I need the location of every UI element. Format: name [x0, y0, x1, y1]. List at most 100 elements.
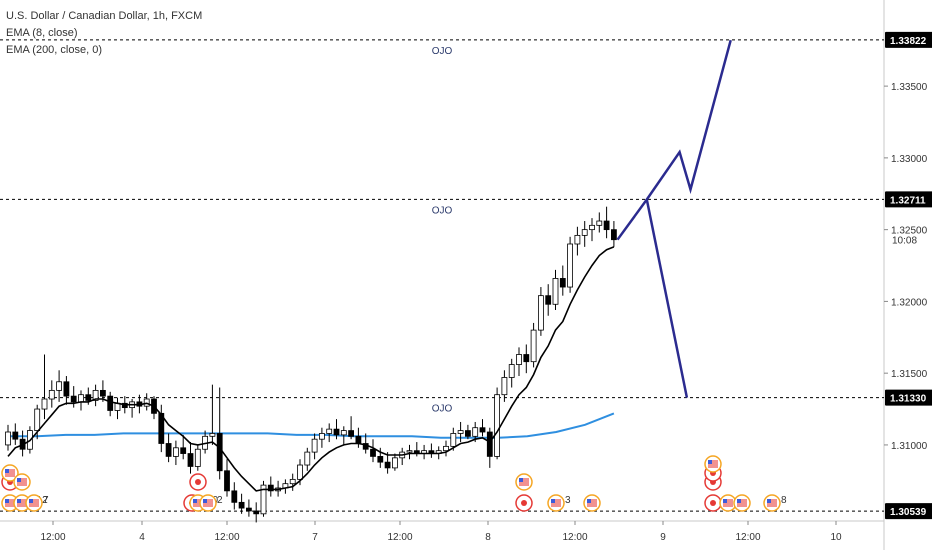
candle[interactable]: [589, 224, 595, 231]
candle[interactable]: [180, 447, 187, 454]
candle[interactable]: [187, 453, 194, 467]
candle[interactable]: [165, 443, 172, 457]
candle[interactable]: [611, 229, 617, 241]
candle[interactable]: [552, 278, 559, 305]
candle[interactable]: [559, 278, 566, 288]
candle[interactable]: [574, 234, 581, 245]
candle[interactable]: [63, 381, 70, 397]
us-flag-canton: [708, 460, 712, 464]
candle[interactable]: [377, 456, 384, 463]
candle[interactable]: [267, 484, 274, 492]
us-flag-stripes: [5, 499, 15, 507]
candle[interactable]: [516, 354, 522, 365]
candle[interactable]: [12, 431, 19, 440]
us-flag-canton: [737, 499, 741, 503]
candle[interactable]: [172, 447, 179, 457]
us-flag-canton: [17, 478, 21, 482]
candle[interactable]: [100, 389, 106, 397]
candle[interactable]: [333, 428, 340, 436]
level-price-label: 1.30539: [890, 507, 927, 518]
candle[interactable]: [231, 490, 238, 503]
candle[interactable]: [216, 433, 223, 472]
candle[interactable]: [479, 427, 486, 433]
legend-ema-fast[interactable]: EMA (8, close): [6, 27, 78, 39]
us-flag-stripes: [29, 499, 39, 507]
candle[interactable]: [384, 461, 391, 469]
x-tick-label: 12:00: [735, 532, 760, 543]
us-flag-canton: [767, 499, 771, 503]
candle[interactable]: [538, 295, 544, 331]
us-flag-stripes: [5, 469, 15, 477]
projection-down-path[interactable]: [645, 199, 689, 398]
y-tick-label: 1.33500: [891, 82, 928, 93]
candle[interactable]: [318, 433, 325, 440]
candle[interactable]: [194, 448, 201, 467]
candle[interactable]: [70, 395, 77, 403]
candle[interactable]: [596, 220, 603, 226]
candle[interactable]: [457, 430, 464, 434]
candle[interactable]: [406, 450, 413, 453]
level-price-label: 1.32711: [890, 195, 926, 206]
candle[interactable]: [78, 394, 84, 403]
legend-ema-slow[interactable]: EMA (200, close, 0): [6, 44, 102, 56]
ema-fast-line[interactable]: [7, 246, 615, 492]
candle[interactable]: [340, 430, 347, 436]
projection-up-path[interactable]: [616, 39, 732, 241]
candle[interactable]: [530, 329, 537, 363]
candle[interactable]: [311, 438, 318, 453]
x-tick-label: 12:00: [562, 532, 587, 543]
us-flag-canton: [519, 478, 523, 482]
candle[interactable]: [56, 381, 62, 391]
candle[interactable]: [245, 507, 252, 512]
candle[interactable]: [603, 220, 610, 231]
candle[interactable]: [494, 394, 501, 457]
y-tick-label: 1.31500: [891, 369, 928, 380]
legend-symbol[interactable]: U.S. Dollar / Canadian Dollar, 1h, FXCM: [6, 10, 203, 22]
candle[interactable]: [472, 427, 479, 437]
candle[interactable]: [41, 398, 48, 410]
candle[interactable]: [238, 501, 245, 509]
candle[interactable]: [107, 395, 114, 411]
candle[interactable]: [209, 433, 216, 437]
candle[interactable]: [34, 408, 41, 431]
candle[interactable]: [92, 389, 99, 401]
candle[interactable]: [224, 470, 230, 492]
candle[interactable]: [370, 448, 376, 457]
candle[interactable]: [581, 229, 588, 236]
candle[interactable]: [5, 431, 11, 446]
candle[interactable]: [297, 464, 303, 480]
level-price-label: 1.33822: [890, 36, 927, 47]
candle[interactable]: [391, 457, 398, 469]
candle[interactable]: [348, 430, 355, 437]
candle[interactable]: [567, 243, 573, 288]
candle[interactable]: [545, 295, 552, 305]
us-flag-stripes: [737, 499, 747, 507]
candle[interactable]: [464, 430, 471, 437]
candle[interactable]: [260, 484, 267, 515]
candle[interactable]: [326, 428, 333, 434]
candle[interactable]: [450, 433, 457, 447]
candle[interactable]: [443, 445, 449, 452]
event-count: 7: [43, 495, 49, 506]
candle[interactable]: [304, 451, 311, 466]
ema-slow-line[interactable]: [8, 412, 615, 439]
level-note: OJO: [432, 46, 453, 57]
us-flag-canton: [203, 499, 207, 503]
candle[interactable]: [48, 389, 55, 400]
candle[interactable]: [486, 431, 493, 457]
candle[interactable]: [355, 435, 362, 444]
candle[interactable]: [523, 354, 530, 363]
x-tick-label: 4: [139, 532, 145, 543]
candle[interactable]: [289, 478, 296, 485]
chart-legend: U.S. Dollar / Canadian Dollar, 1h, FXCM …: [6, 8, 202, 59]
candle[interactable]: [85, 394, 92, 401]
us-flag-canton: [5, 499, 9, 503]
candle[interactable]: [158, 412, 165, 444]
us-flag-stripes: [767, 499, 777, 507]
x-tick-label: 12:00: [214, 532, 239, 543]
candle[interactable]: [501, 377, 508, 396]
candle[interactable]: [253, 510, 260, 515]
canada-flag-mark: [710, 500, 716, 506]
candle[interactable]: [508, 364, 515, 378]
